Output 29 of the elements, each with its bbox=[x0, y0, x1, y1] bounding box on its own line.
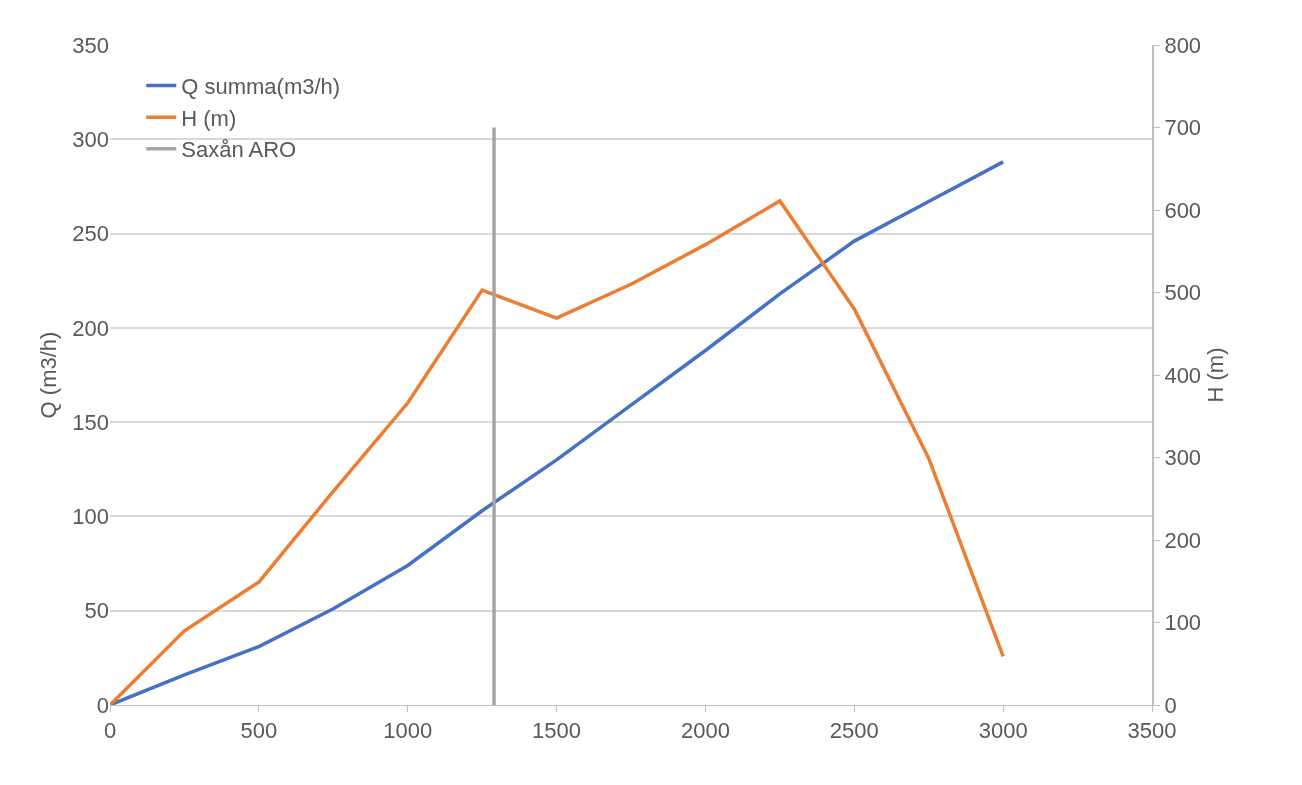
y-tick-label: 300 bbox=[72, 126, 109, 152]
y-tick-label: 0 bbox=[96, 692, 109, 718]
y-tick-label: 200 bbox=[72, 315, 109, 341]
y2-tick-label: 300 bbox=[1164, 445, 1202, 471]
x-tick-label: 2500 bbox=[829, 718, 879, 744]
y-tick-label: 150 bbox=[72, 409, 109, 435]
y2-tick-label: 0 bbox=[1164, 692, 1177, 718]
y-tick-label: 250 bbox=[72, 221, 109, 247]
x-tick-label: 500 bbox=[240, 718, 278, 744]
y2-tick-label: 800 bbox=[1164, 32, 1202, 58]
y2-tick-label: 100 bbox=[1164, 610, 1202, 636]
legend-label: H (m) bbox=[181, 105, 237, 131]
y2-tick-label: 500 bbox=[1164, 280, 1202, 306]
legend-label: Saxån ARO bbox=[181, 137, 297, 163]
x-tick-label: 1500 bbox=[532, 718, 582, 744]
legend-label: Q summa(m3/h) bbox=[181, 74, 341, 100]
y2-tick-label: 400 bbox=[1164, 362, 1202, 388]
y-tick-label: 50 bbox=[84, 598, 109, 624]
y-axis-title: Q (m3/h) bbox=[36, 331, 61, 419]
y2-tick-label: 700 bbox=[1164, 115, 1202, 141]
y2-tick-label: 200 bbox=[1164, 527, 1202, 553]
y-tick-label: 100 bbox=[72, 504, 109, 530]
x-tick-label: 1000 bbox=[383, 718, 433, 744]
y2-axis-title: H (m) bbox=[1203, 347, 1229, 403]
x-tick-label: 2000 bbox=[680, 718, 730, 744]
x-tick-label: 3500 bbox=[1127, 718, 1177, 744]
x-tick-label: 3000 bbox=[978, 718, 1028, 744]
y2-tick-label: 600 bbox=[1164, 197, 1202, 223]
y-tick-label: 350 bbox=[72, 32, 109, 58]
